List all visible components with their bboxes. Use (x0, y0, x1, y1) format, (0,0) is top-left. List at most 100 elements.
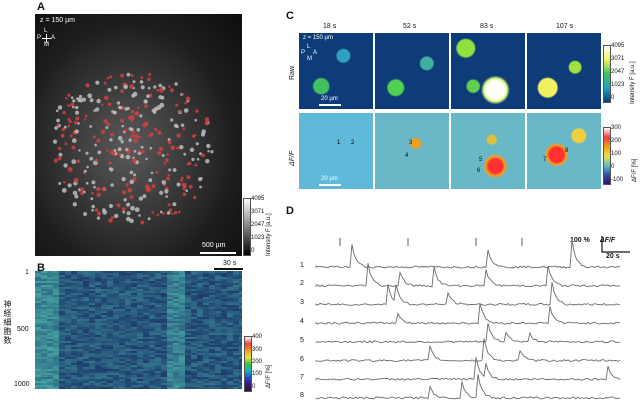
heatmap-cell (227, 371, 233, 373)
heatmap-cell (53, 345, 59, 347)
heatmap-cell (185, 339, 191, 341)
heatmap-cell (71, 323, 77, 325)
heatmap-cell (215, 281, 221, 283)
heatmap-cell (227, 349, 233, 351)
heatmap-cell (137, 341, 143, 343)
heatmap-cell (125, 359, 131, 361)
heatmap-cell (143, 333, 149, 335)
heatmap-cell (83, 377, 89, 379)
heatmap-cell (179, 369, 185, 371)
heatmap-cell (233, 361, 239, 363)
cell-marker (148, 73, 152, 76)
heatmap-cell (95, 281, 101, 283)
heatmap-cell (35, 291, 41, 293)
heatmap-cell (179, 351, 185, 353)
heatmap-cell (119, 323, 125, 325)
heatmap-cell (179, 383, 185, 385)
cell-marker (130, 74, 134, 77)
heatmap-cell (125, 347, 131, 349)
heatmap-cell (221, 339, 227, 341)
heatmap-cell (197, 361, 203, 363)
panel-d-scale-y: 100 % (570, 237, 590, 244)
heatmap-cell (47, 363, 53, 365)
heatmap-cell (155, 321, 161, 323)
heatmap-cell (95, 287, 101, 289)
heatmap-cell (107, 285, 113, 287)
heatmap-cell (119, 309, 125, 311)
heatmap-cell (239, 271, 242, 273)
heatmap-cell (161, 319, 167, 321)
heatmap-cell (113, 275, 119, 277)
heatmap-cell (143, 337, 149, 339)
heatmap-cell (167, 339, 173, 341)
cbar-b-tick-4: 0 (252, 384, 256, 390)
heatmap-cell (119, 355, 125, 357)
heatmap-cell (101, 295, 107, 297)
heatmap-cell (59, 275, 65, 277)
heatmap-cell (47, 353, 53, 355)
heatmap-cell (53, 385, 59, 387)
cell-marker (182, 187, 186, 191)
heatmap-cell (179, 301, 185, 303)
heatmap-cell (197, 291, 203, 293)
heatmap-cell (83, 373, 89, 375)
heatmap-cell (137, 315, 143, 317)
cell-marker (120, 140, 124, 144)
heatmap-cell (137, 351, 143, 353)
panel-c-time-1: 52 s (403, 23, 417, 30)
heatmap-cell (59, 305, 65, 307)
heatmap-cell (107, 279, 113, 281)
heatmap-cell (179, 325, 185, 327)
cell-marker (151, 211, 155, 214)
heatmap-cell (155, 333, 161, 335)
heatmap-cell (101, 319, 107, 321)
heatmap-cell (119, 361, 125, 363)
heatmap-cell (209, 339, 215, 341)
heatmap-cell (107, 281, 113, 283)
heatmap-cell (149, 347, 155, 349)
heatmap-cell (47, 297, 53, 299)
cbar-a-tick-4: 0 (251, 248, 255, 254)
heatmap-cell (203, 337, 209, 339)
heatmap-cell (47, 351, 53, 353)
heatmap-cell (191, 295, 197, 297)
heatmap-cell (209, 327, 215, 329)
heatmap-cell (113, 319, 119, 321)
cell-marker (120, 89, 124, 94)
heatmap-cell (185, 345, 191, 347)
heatmap-cell (221, 381, 227, 383)
heatmap-cell (191, 355, 197, 357)
heatmap-cell (47, 279, 53, 281)
heatmap-cell (215, 377, 221, 379)
cell-marker (101, 103, 104, 107)
heatmap-cell (221, 309, 227, 311)
heatmap-cell (59, 311, 65, 313)
heatmap-cell (191, 335, 197, 337)
heatmap-cell (155, 341, 161, 343)
heatmap-cell (221, 349, 227, 351)
heatmap-cell (167, 297, 173, 299)
heatmap-cell (41, 307, 47, 309)
heatmap-cell (185, 329, 191, 331)
heatmap-cell (209, 319, 215, 321)
cell-label-8: 8 (565, 148, 569, 154)
heatmap-cell (119, 277, 125, 279)
heatmap-cell (41, 275, 47, 277)
heatmap-cell (113, 285, 119, 287)
heatmap-cell (227, 333, 233, 335)
cell-marker (159, 190, 164, 195)
heatmap-cell (77, 345, 83, 347)
heatmap-cell (239, 317, 242, 319)
heatmap-cell (149, 385, 155, 387)
heatmap-cell (155, 297, 161, 299)
heatmap-cell (107, 327, 113, 329)
heatmap-cell (47, 347, 53, 349)
heatmap-cell (131, 375, 137, 377)
cell-marker (62, 110, 66, 115)
heatmap-cell (161, 357, 167, 359)
heatmap-cell (107, 363, 113, 365)
heatmap-cell (167, 315, 173, 317)
heatmap-cell (65, 343, 71, 345)
heatmap-cell (95, 329, 101, 331)
heatmap-cell (191, 337, 197, 339)
